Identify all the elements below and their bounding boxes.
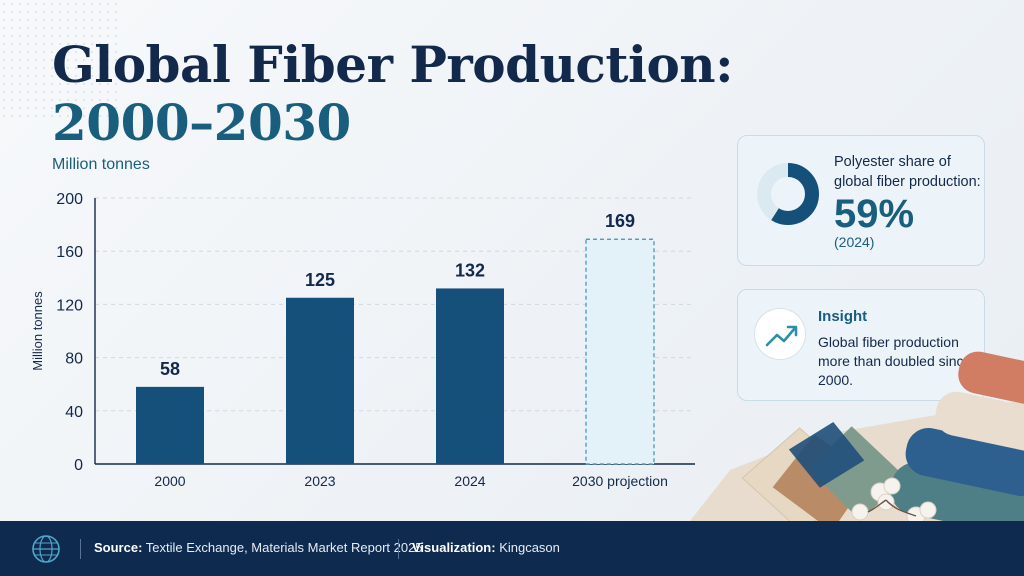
y-tick-label: 40 — [65, 404, 83, 421]
insight-card: Insight Global fiber production more tha… — [737, 289, 985, 401]
insight-text: Global fiber production more than double… — [818, 334, 972, 388]
bar-projection — [585, 238, 655, 465]
donut-chart-icon — [757, 163, 819, 225]
x-tick-label: 2030 projection — [572, 473, 668, 489]
units-label: Million tonnes — [52, 156, 150, 173]
footer-divider — [80, 539, 81, 559]
footer-divider — [398, 539, 399, 559]
x-tick-label: 2024 — [454, 473, 485, 489]
visualization-credit: Visualization: Kingcason — [412, 540, 560, 555]
polyester-share-card: Polyester share of global fiber producti… — [737, 135, 985, 266]
polyester-share-value: 59% — [834, 192, 915, 236]
title-line-1: Global Fiber Production: — [52, 35, 734, 94]
donut-share-slice — [757, 163, 819, 225]
source-text: Textile Exchange, Materials Market Repor… — [145, 540, 423, 555]
x-tick-label: 2000 — [154, 473, 185, 489]
data-label: 58 — [160, 359, 180, 379]
y-tick-label: 120 — [56, 297, 83, 314]
y-tick-label: 0 — [74, 457, 83, 474]
insight-heading: Insight — [818, 308, 868, 325]
y-axis-label: Million tonnes — [30, 291, 45, 371]
x-tick-label: 2023 — [304, 473, 335, 489]
footer-bar: Source: Textile Exchange, Materials Mark… — [0, 521, 1024, 576]
globe-icon — [32, 535, 60, 563]
bar — [286, 297, 354, 464]
data-label: 125 — [305, 270, 335, 290]
fabric-swatches-illustration — [690, 351, 1024, 521]
trend-up-icon — [765, 325, 798, 347]
bar — [436, 288, 504, 464]
title-line-2: 2000–2030 — [52, 93, 351, 152]
bar-chart: 0 40 80 120 160 200 Million tonnes 58 2000 125 202… — [30, 191, 695, 489]
trend-icon-badge — [754, 308, 806, 360]
visualization-label: Visualization: — [412, 540, 496, 555]
y-tick-label: 80 — [65, 351, 83, 368]
polyester-share-label: Polyester share of global fiber producti… — [834, 154, 981, 190]
page-title: Global Fiber Production: 2000–2030 — [52, 35, 734, 152]
data-label: 169 — [605, 211, 635, 231]
y-tick-label: 200 — [56, 191, 83, 208]
bar — [136, 386, 204, 464]
polyester-share-year: (2024) — [834, 234, 875, 250]
data-label: 132 — [455, 260, 485, 280]
source-label: Source: — [94, 540, 143, 555]
dot-pattern — [0, 0, 120, 120]
source-credit: Source: Textile Exchange, Materials Mark… — [94, 540, 423, 555]
visualization-text: Kingcason — [499, 540, 560, 555]
y-tick-label: 160 — [56, 244, 83, 261]
